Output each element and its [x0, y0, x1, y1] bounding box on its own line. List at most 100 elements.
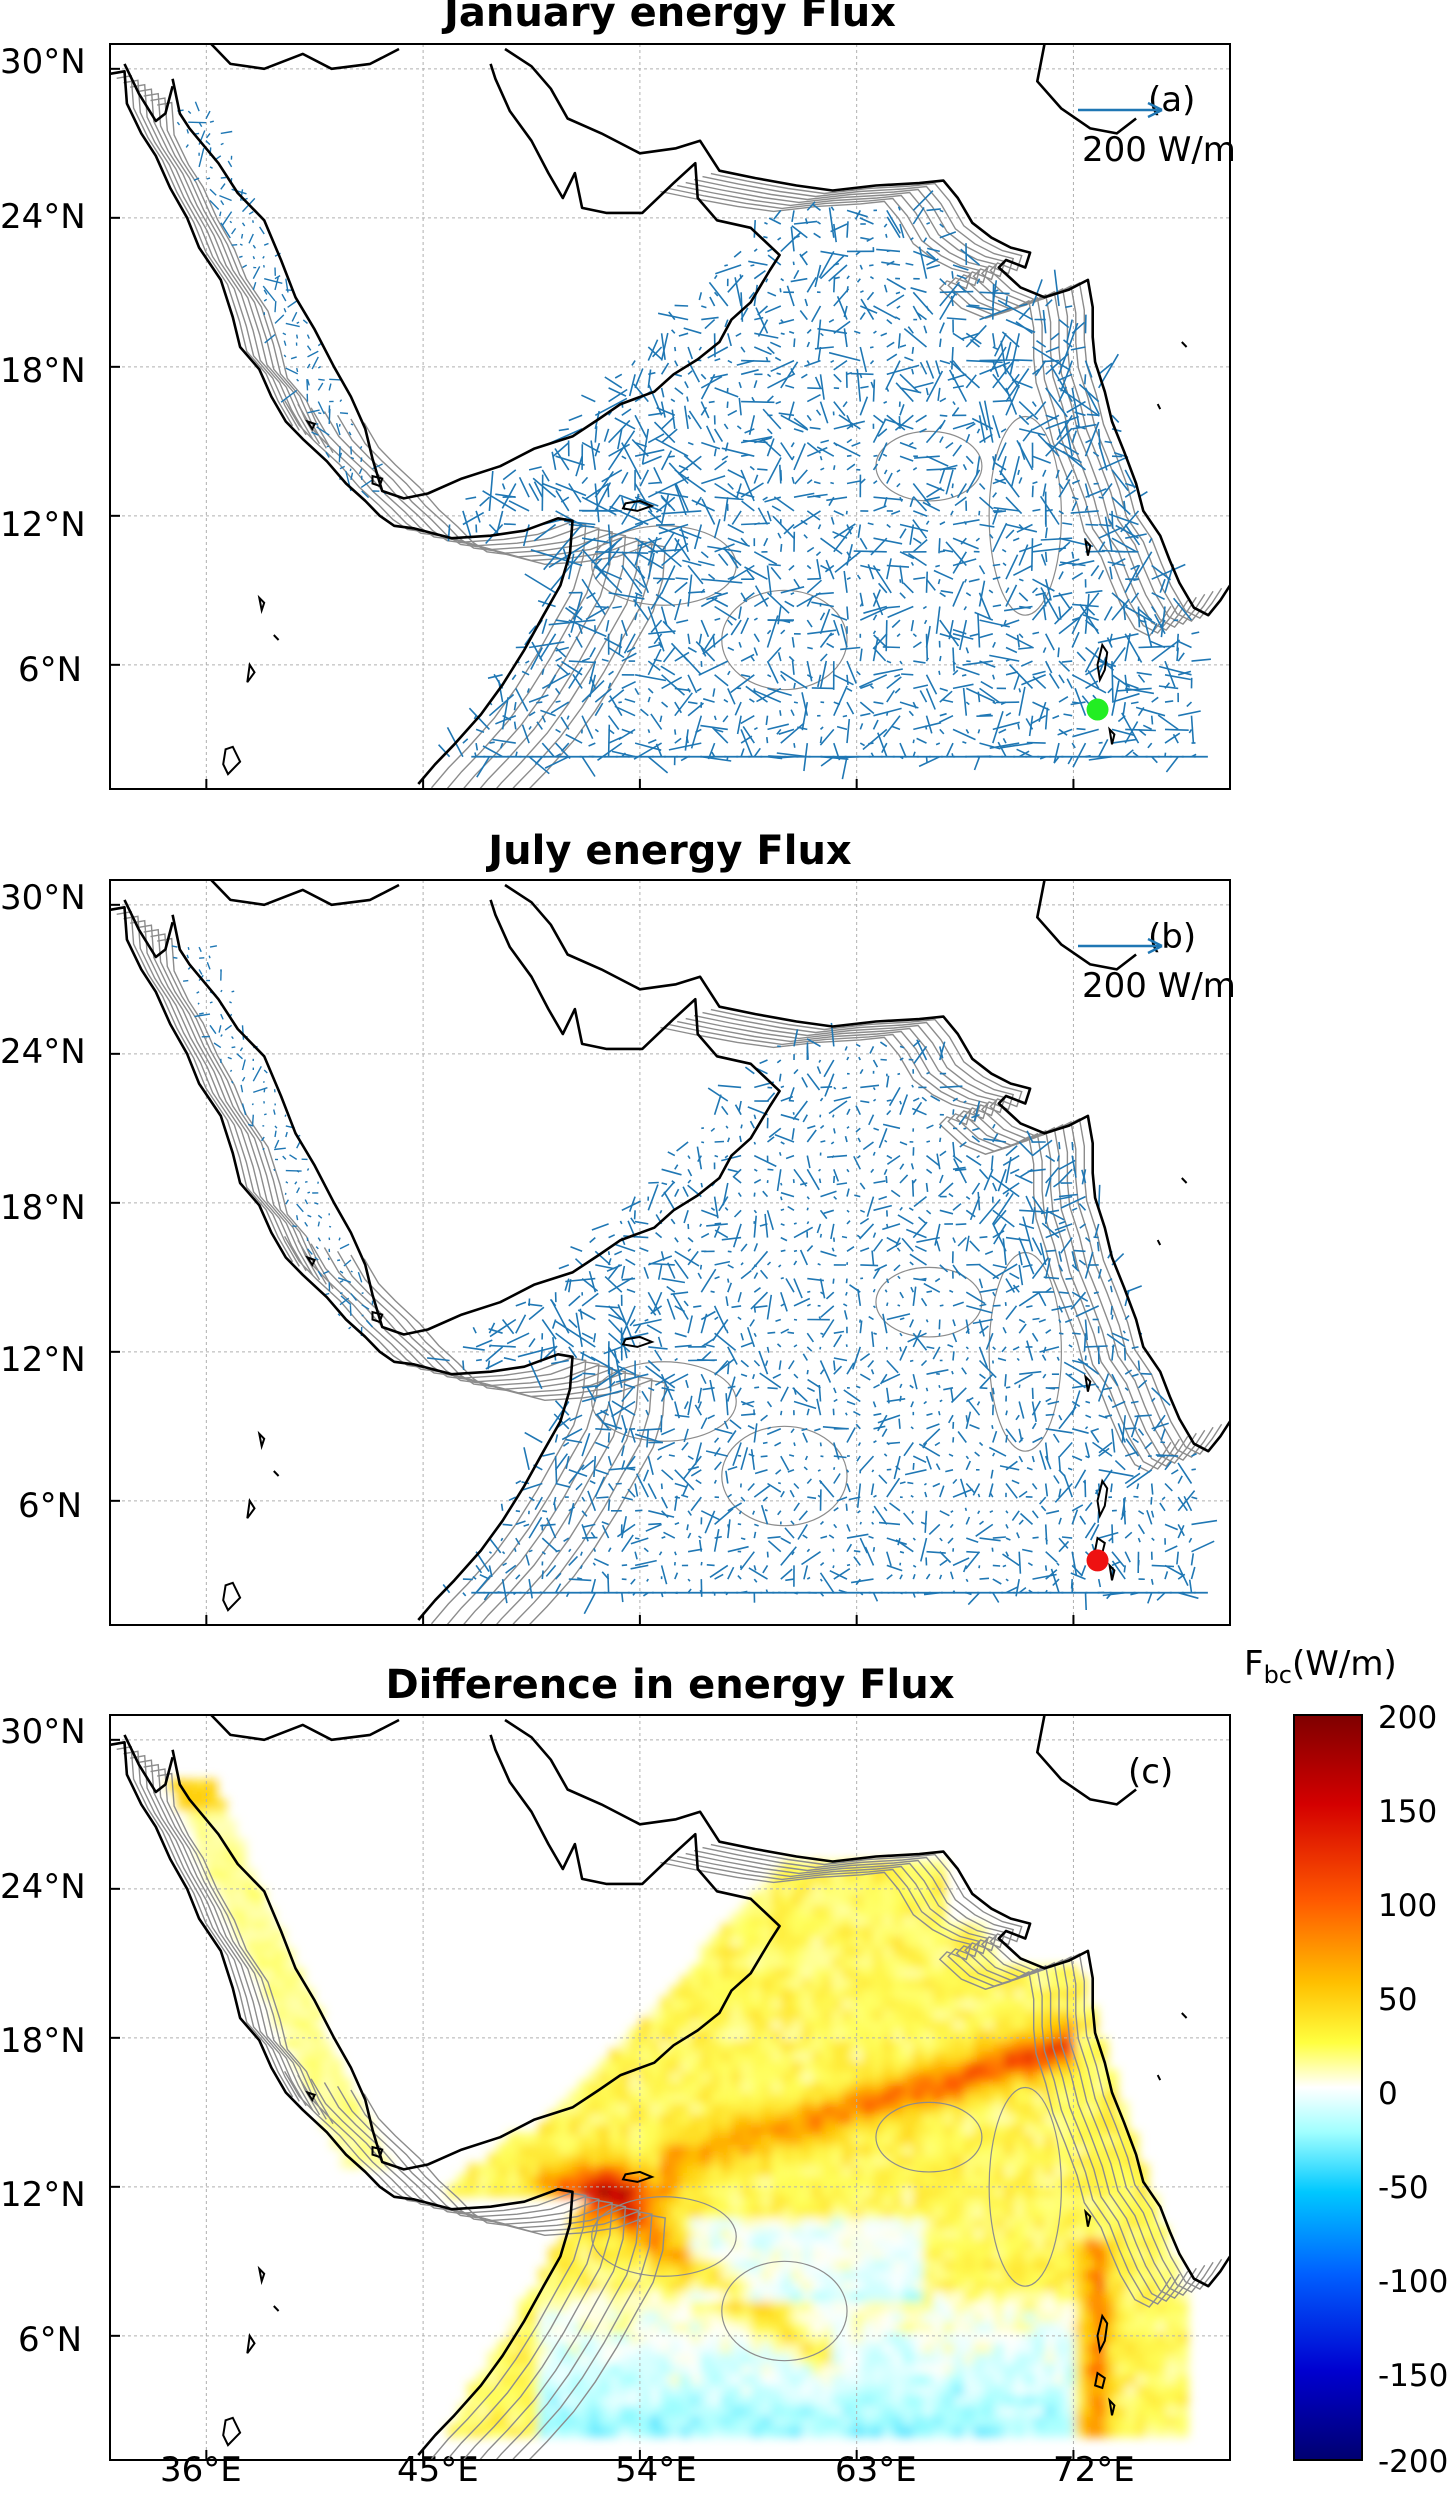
flux-vector: [1137, 1428, 1145, 1436]
flux-vector: [992, 522, 1008, 553]
flux-vector: [807, 387, 823, 390]
flux-vector: [780, 722, 805, 744]
flux-vector: [533, 481, 544, 498]
flux-vector: [753, 1565, 757, 1571]
flux-vector: [977, 1510, 981, 1515]
flux-vector: [1018, 442, 1026, 461]
coastline-2: [504, 47, 1230, 617]
flux-vector: [315, 1246, 319, 1250]
flux-vector: [621, 408, 632, 416]
flux-vector: [749, 465, 755, 471]
flux-vector: [976, 1401, 981, 1406]
flux-vector: [859, 374, 863, 379]
flux-vector: [252, 244, 256, 249]
flux-vector: [634, 594, 638, 607]
flux-vector: [501, 483, 517, 509]
coastline-5: [1036, 1715, 1137, 1806]
flux-vector: [907, 326, 914, 334]
flux-vector: [755, 307, 769, 334]
flux-vector: [1026, 1467, 1033, 1471]
flux-vector: [1191, 1496, 1198, 1500]
flux-vector: [1036, 340, 1047, 348]
flux-vector: [1082, 614, 1099, 621]
flux-vector: [614, 705, 636, 717]
flux-vector: [965, 1551, 981, 1570]
flux-vector: [1111, 1344, 1115, 1348]
flux-vector: [833, 1128, 836, 1134]
flux-vector: [564, 520, 596, 526]
flux-vector: [793, 1222, 797, 1225]
flux-vector: [583, 1592, 597, 1615]
flux-vector: [780, 543, 783, 552]
flux-vector: [925, 715, 933, 734]
flux-vector: [1052, 714, 1060, 720]
flux-vector: [820, 1140, 826, 1143]
flux-vector: [1130, 1414, 1140, 1438]
flux-vector: [753, 633, 760, 643]
flux-vector: [992, 1264, 1007, 1269]
flux-vector: [1176, 1551, 1179, 1565]
flux-vector: [791, 636, 795, 648]
flux-vector: [1164, 1571, 1169, 1580]
flux-vector: [753, 248, 758, 253]
flux-vector: [817, 327, 848, 335]
flux-vector: [566, 715, 570, 720]
flux-vector: [961, 1367, 967, 1375]
flux-vector: [872, 1151, 876, 1156]
bathymetry-contour: [136, 924, 314, 1276]
flux-vector: [581, 1292, 599, 1307]
flux-vector: [897, 1537, 901, 1546]
flux-vector: [1137, 728, 1147, 737]
flux-vector: [1125, 728, 1156, 732]
flux-vector: [992, 359, 1016, 389]
flux-vector: [777, 1510, 782, 1516]
flux-vector: [936, 1372, 940, 1375]
flux-vector: [856, 278, 861, 283]
flux-vector: [322, 1270, 330, 1275]
flux-vector: [1111, 738, 1137, 744]
flux-vector: [1044, 1442, 1049, 1461]
flux-vector: [714, 1507, 734, 1526]
flux-vector: [948, 1453, 954, 1457]
flux-vector: [607, 1251, 611, 1256]
flux-vector: [816, 1398, 822, 1416]
flux-vector: [660, 1373, 674, 1401]
flux-vector: [1164, 1564, 1183, 1576]
bathymetry-contour: [721, 2260, 848, 2362]
flux-vector: [777, 652, 782, 662]
flux-vector: [1080, 1565, 1087, 1577]
flux-vector: [793, 1029, 799, 1047]
flux-vector: [590, 1531, 596, 1539]
flux-vector: [833, 685, 848, 717]
flux-vector: [762, 1190, 769, 1198]
flux-vector: [318, 378, 325, 381]
flux-vector: [965, 647, 970, 654]
flux-vector: [224, 1024, 233, 1031]
flux-vector: [920, 1359, 928, 1367]
flux-vector: [198, 946, 202, 953]
flux-vector: [1111, 728, 1135, 737]
flux-vector: [1044, 1483, 1049, 1497]
flux-vector: [641, 428, 650, 464]
flux-vector: [803, 1466, 808, 1471]
flux-vector: [859, 1319, 862, 1323]
flux-vector: [1018, 477, 1023, 484]
flux-vector: [585, 605, 609, 621]
flux-vector: [206, 177, 211, 180]
flux-vector: [488, 1322, 496, 1334]
flux-vector: [910, 1401, 915, 1408]
flux-vector: [292, 1225, 297, 1228]
flux-vector: [219, 211, 222, 217]
flux-vector: [752, 1510, 756, 1515]
flux-vector: [349, 468, 352, 472]
flux-vector: [979, 291, 1010, 295]
flux-vector: [926, 482, 945, 492]
flux-vector: [859, 701, 875, 715]
flux-vector: [218, 1025, 222, 1033]
flux-vector: [899, 441, 917, 450]
flux-vector: [950, 1388, 954, 1402]
flux-vector: [660, 387, 665, 398]
flux-vector: [1137, 1537, 1141, 1543]
flux-vector: [1031, 1455, 1035, 1463]
